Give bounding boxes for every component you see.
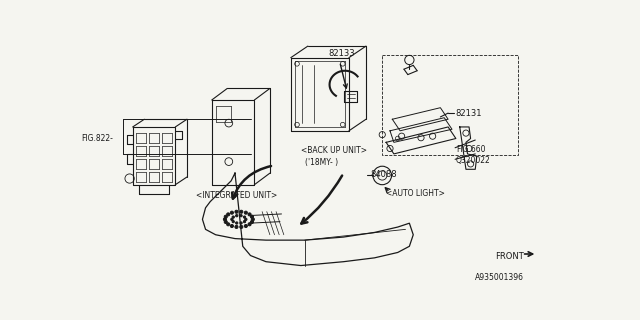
Text: ('18MY- ): ('18MY- ) — [305, 158, 338, 167]
Circle shape — [244, 211, 248, 214]
Circle shape — [231, 218, 233, 220]
Circle shape — [240, 214, 242, 217]
Text: A935001396: A935001396 — [476, 273, 524, 282]
Text: FIG.660: FIG.660 — [456, 145, 485, 154]
Text: 84088: 84088 — [371, 170, 397, 179]
Circle shape — [232, 220, 234, 223]
Text: <INTEGRATED UNIT>: <INTEGRATED UNIT> — [196, 191, 278, 200]
Circle shape — [236, 214, 238, 217]
Circle shape — [230, 211, 234, 214]
Circle shape — [250, 220, 253, 224]
Circle shape — [250, 215, 253, 218]
Circle shape — [243, 220, 246, 223]
Text: <AUTO LIGHT>: <AUTO LIGHT> — [386, 188, 445, 197]
Circle shape — [223, 218, 227, 221]
Circle shape — [224, 220, 227, 224]
Circle shape — [232, 216, 234, 218]
Circle shape — [227, 213, 230, 216]
Circle shape — [243, 216, 246, 218]
Circle shape — [240, 210, 243, 213]
Circle shape — [248, 223, 251, 226]
Circle shape — [252, 218, 254, 221]
Circle shape — [244, 224, 248, 228]
Text: Q320022: Q320022 — [456, 156, 491, 165]
Circle shape — [235, 210, 238, 213]
Text: 82133: 82133 — [328, 49, 355, 58]
Text: FIG.822-: FIG.822- — [81, 134, 113, 143]
Circle shape — [244, 218, 247, 220]
Circle shape — [248, 213, 251, 216]
Circle shape — [230, 224, 234, 228]
Circle shape — [240, 222, 242, 224]
Text: FRONT: FRONT — [495, 252, 524, 261]
Text: 82131: 82131 — [455, 109, 482, 118]
Text: <BACK UP UNIT>: <BACK UP UNIT> — [301, 146, 367, 155]
Circle shape — [227, 223, 230, 226]
Circle shape — [235, 225, 238, 228]
Circle shape — [236, 222, 238, 224]
Bar — [382, 55, 518, 156]
Circle shape — [224, 215, 227, 218]
Circle shape — [240, 225, 243, 228]
